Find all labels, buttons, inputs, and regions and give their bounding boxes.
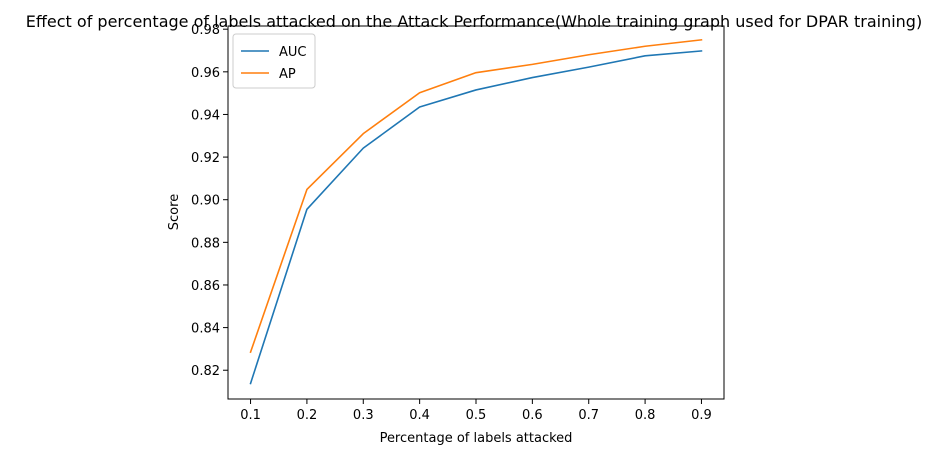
y-axis-title: Score [167,194,182,230]
x-tick-label: 0.5 [466,408,487,423]
y-tick-label: 0.86 [191,279,220,294]
y-tick-label: 0.92 [191,151,220,166]
x-tick-label: 0.7 [578,408,599,423]
legend-label-ap: AP [279,67,296,82]
x-tick-label: 0.2 [297,408,318,423]
y-tick-label: 0.90 [191,194,220,209]
y-tick-label: 0.88 [191,236,220,251]
x-tick-label: 0.9 [691,408,712,423]
x-axis-title: Percentage of labels attacked [380,431,573,446]
y-tick-label: 0.82 [191,364,220,379]
y-tick-label: 0.98 [191,23,220,38]
x-tick-label: 0.3 [353,408,374,423]
series-line-auc [249,50,703,385]
chart-title: Effect of percentage of labels attacked … [26,12,922,31]
y-axis: 0.82 0.84 0.86 0.88 0.90 0.92 0.94 0.96 0.98 [191,23,228,379]
x-tick-label: 0.8 [635,408,656,423]
legend-label-auc: AUC [279,45,307,60]
x-tick-label: 0.1 [240,408,261,423]
series-line-ap [249,38,703,354]
x-tick-label: 0.4 [409,408,430,423]
series-lines [249,38,703,385]
y-tick-label: 0.96 [191,66,220,81]
legend-box [232,33,316,89]
legend: AUC AP [232,33,316,89]
x-axis: 0.1 0.2 0.3 0.4 0.5 0.6 0.7 0.8 0.9 [240,399,712,423]
x-tick-label: 0.6 [522,408,543,423]
y-tick-label: 0.84 [191,322,220,337]
y-tick-label: 0.94 [191,108,220,123]
